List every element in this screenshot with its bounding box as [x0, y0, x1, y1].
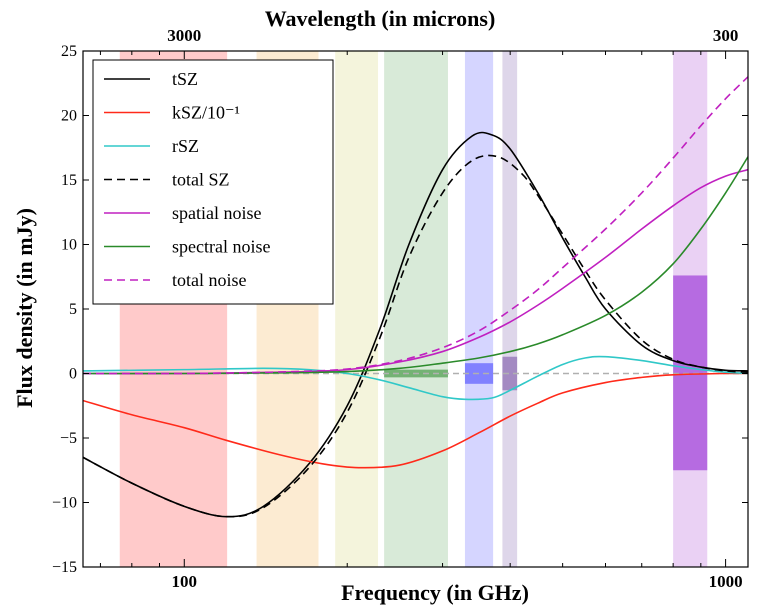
series-total-noise [83, 76, 748, 375]
y-tick-label: 5 [69, 301, 77, 318]
band-6 [502, 51, 518, 567]
noise-box-3 [502, 356, 518, 391]
band-3 [335, 51, 379, 567]
y-tick-label: 10 [61, 237, 77, 254]
noise-boxes [384, 275, 708, 471]
x-tick-label: 100 [172, 572, 198, 591]
y-tick-label: −10 [52, 495, 77, 512]
legend-box [92, 59, 334, 305]
legend-label-total-sz: total SZ [172, 170, 230, 190]
series-rsz [83, 355, 748, 401]
top-axis-title: Wavelength (in microns) [265, 6, 496, 31]
legend: tSZ kSZ/10⁻¹ rSZ total SZ spatial noise spect… [92, 59, 334, 305]
y-tick-label: 25 [61, 43, 77, 60]
y-tick-label: 0 [69, 366, 77, 383]
top-tick-label: 3000 [167, 26, 201, 45]
legend-label-rsz: rSZ [172, 136, 199, 156]
y-tick-label: −15 [52, 559, 77, 576]
y-axis-ticks: −15 −10 −5 0 5 10 15 20 25 [52, 43, 748, 576]
y-tick-label: −5 [60, 430, 77, 447]
x-tick-label: 1000 [709, 572, 743, 591]
series-ksz-10 [83, 372, 748, 469]
y-axis-title: Flux density (in mJy) [12, 208, 37, 408]
legend-label-spatial-noise: spatial noise [172, 203, 261, 223]
legend-label-total-noise: total noise [172, 270, 247, 290]
data-series [83, 76, 748, 518]
top-axis-ticks: 3000 300 [99, 26, 739, 59]
top-tick-label: 300 [713, 26, 739, 45]
series-total-sz [83, 154, 748, 518]
x-axis-ticks: 100 1000 [99, 559, 743, 591]
series-spectral-noise [83, 156, 748, 375]
noise-box-2 [464, 363, 494, 384]
legend-label-ksz-10: kSZ/10⁻¹ [172, 103, 240, 123]
legend-label-spectral-noise: spectral noise [172, 237, 270, 257]
x-axis-title: Frequency (in GHz) [341, 580, 529, 605]
band-5 [464, 51, 494, 567]
legend-label-tsz: tSZ [172, 69, 198, 89]
band-4 [384, 51, 448, 567]
y-tick-label: 20 [61, 108, 77, 125]
y-tick-label: 15 [61, 172, 77, 189]
series-tsz [83, 131, 748, 518]
